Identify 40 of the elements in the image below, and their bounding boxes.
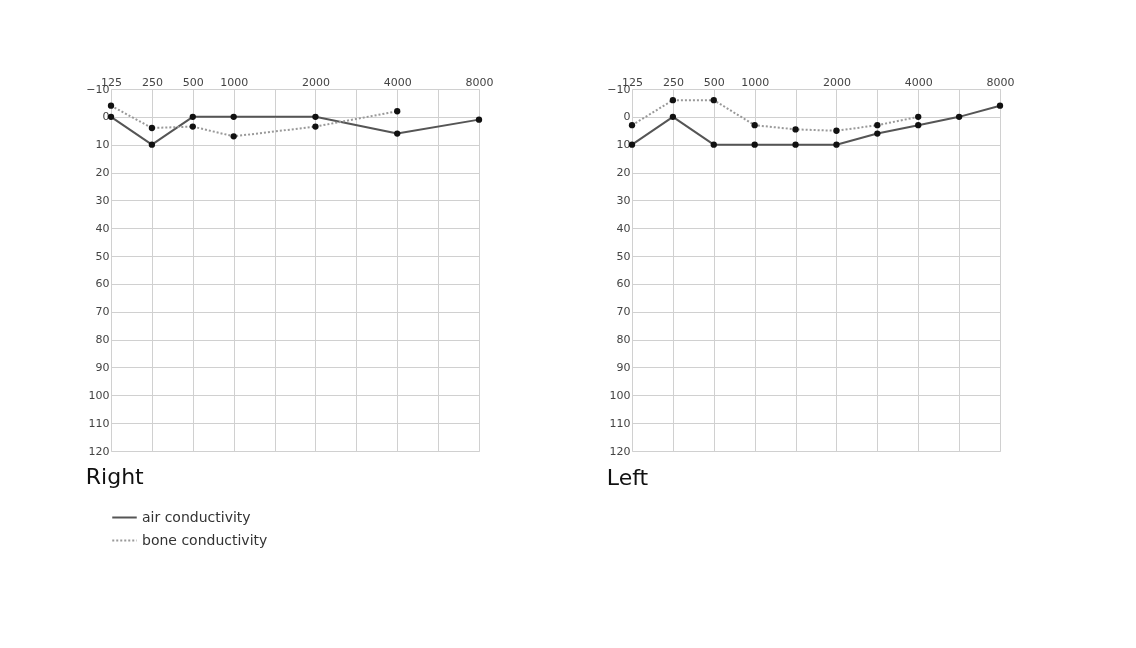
x-tick-label: 1000 bbox=[220, 75, 249, 89]
y-tick-label: 90 bbox=[616, 360, 631, 374]
text: Right bbox=[85, 464, 145, 489]
y-tick-label: 70 bbox=[616, 305, 631, 319]
x-tick-label: 250 bbox=[662, 75, 684, 89]
y-tick-label: 60 bbox=[616, 277, 631, 291]
x-tick-label: 8000 bbox=[986, 75, 1015, 89]
text: Left bbox=[606, 465, 649, 490]
y-tick-label: 20 bbox=[616, 166, 631, 180]
y-tick-label: 30 bbox=[616, 193, 631, 207]
y-tick-label: 40 bbox=[95, 221, 110, 235]
y-tick-label: 30 bbox=[95, 193, 110, 207]
x-tick-label: 4000 bbox=[904, 75, 933, 89]
x-tick-label: 2000 bbox=[301, 75, 330, 89]
y-tick-label: 70 bbox=[95, 305, 110, 319]
y-tick-label: 50 bbox=[616, 249, 631, 263]
y-tick-label: 10 bbox=[95, 138, 110, 152]
x-tick-label: 2000 bbox=[822, 75, 851, 89]
x-tick-label: 250 bbox=[141, 75, 163, 89]
y-tick-label: 20 bbox=[95, 166, 110, 180]
x-tick-label: 8000 bbox=[465, 75, 494, 89]
y-tick-label: 80 bbox=[616, 333, 631, 347]
y-tick-label: 0 bbox=[623, 110, 631, 124]
x-tick-label: 500 bbox=[182, 75, 204, 89]
y-tick-label: 50 bbox=[95, 249, 110, 263]
y-tick-label: 120 bbox=[609, 444, 631, 458]
x-tick-label: 4000 bbox=[383, 75, 412, 89]
y-tick-label: 100 bbox=[609, 388, 631, 402]
y-tick-label: 90 bbox=[95, 360, 110, 374]
x-tick-label: 1000 bbox=[741, 75, 770, 89]
legend-label: air conductivity bbox=[142, 508, 251, 525]
x-tick-label: 500 bbox=[703, 75, 725, 89]
legend-label: bone conductivity bbox=[142, 531, 268, 548]
y-tick-label: 80 bbox=[95, 333, 110, 347]
y-tick-label: 40 bbox=[616, 221, 631, 235]
y-tick-label: 110 bbox=[609, 416, 631, 430]
y-tick-label: 100 bbox=[88, 388, 110, 402]
y-tick-label: 110 bbox=[88, 416, 110, 430]
y-tick-label: 60 bbox=[95, 277, 110, 291]
y-tick-label: 120 bbox=[88, 444, 110, 458]
